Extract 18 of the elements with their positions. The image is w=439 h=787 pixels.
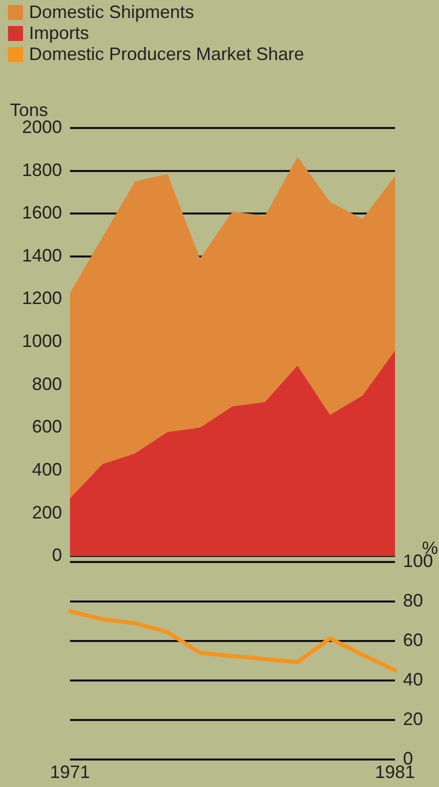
y-tick-label: 1600 (22, 202, 62, 223)
y-tick-label: 1800 (22, 160, 62, 180)
y-tick-label: 600 (32, 416, 62, 437)
y-tick-label: 1400 (22, 245, 62, 266)
y2-tick-label: 60 (403, 630, 424, 650)
y-tick-label: 1000 (22, 331, 62, 352)
y2-tick-label: 20 (403, 708, 424, 729)
legend-label: Domestic Shipments (29, 2, 194, 23)
y-tick-label: 400 (32, 460, 62, 480)
legend-label: Domestic Producers Market Share (29, 44, 304, 65)
y-tick-label: 800 (32, 374, 62, 394)
y2-tick-label: 40 (403, 669, 424, 690)
y-tick-label: 0 (52, 545, 62, 566)
y-tick-label: 200 (32, 502, 62, 522)
y-tick-label: 1200 (22, 288, 62, 308)
y2-tick-label: 80 (403, 590, 424, 610)
x-tick-label: 1971 (50, 762, 90, 782)
legend-label: Imports (29, 23, 90, 44)
